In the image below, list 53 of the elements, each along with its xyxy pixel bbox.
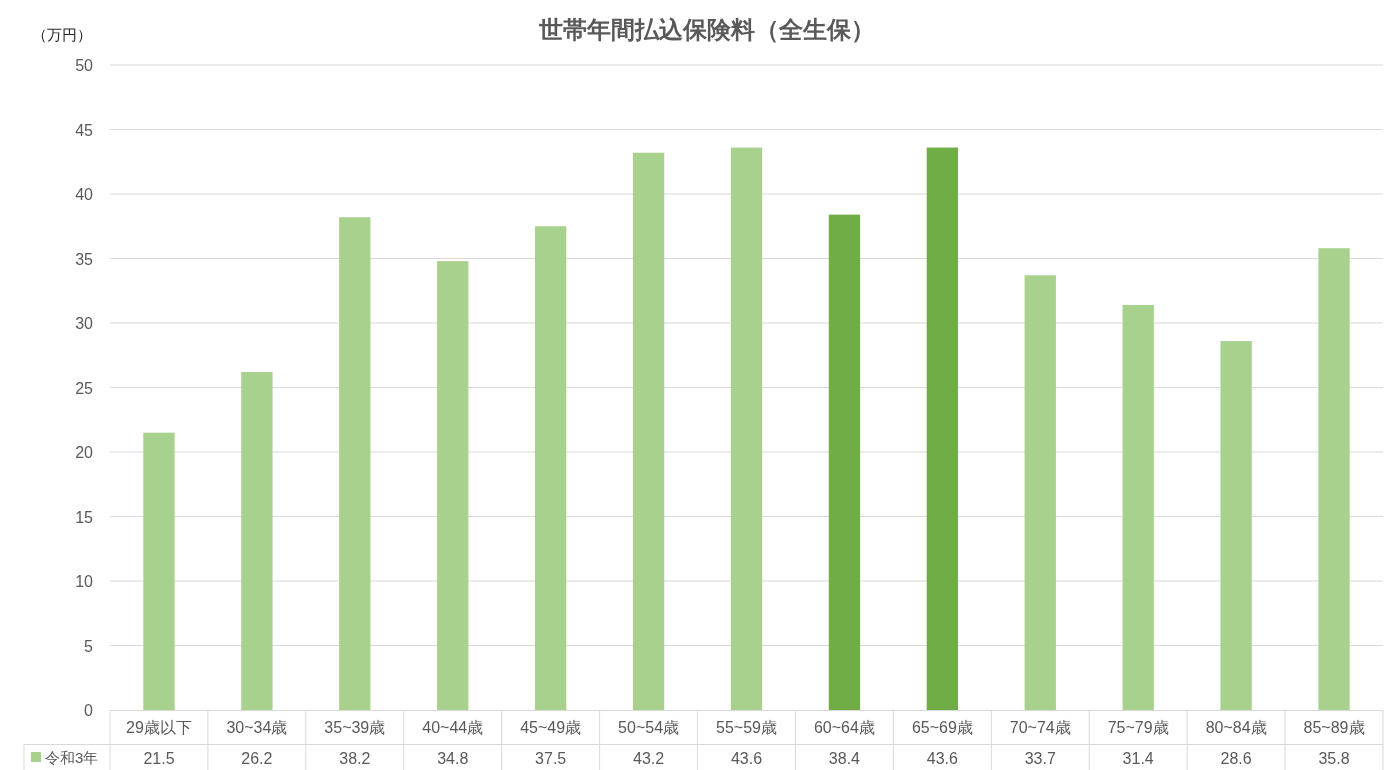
y-tick-label: 5 xyxy=(84,637,94,655)
data-label: 35.8 xyxy=(1318,750,1350,767)
y-tick-label: 45 xyxy=(75,121,94,139)
bar xyxy=(534,226,567,710)
chart-title: 世帯年間払込保険料（全生保） xyxy=(537,16,875,43)
x-tick-label: 40~44歳 xyxy=(422,719,484,736)
y-tick-label: 0 xyxy=(84,702,94,719)
y-tick-label: 10 xyxy=(75,573,94,590)
data-label: 21.5 xyxy=(143,750,175,767)
data-label: 37.5 xyxy=(535,750,567,767)
bar xyxy=(730,147,763,710)
bar xyxy=(437,261,469,710)
bar xyxy=(1122,304,1154,710)
legend-label: 令和3年 xyxy=(45,749,99,766)
data-label: 43.6 xyxy=(926,750,959,767)
bar xyxy=(632,152,665,710)
bar xyxy=(241,372,273,710)
y-tick-label: 35 xyxy=(75,250,94,268)
x-tick-label: 80~84歳 xyxy=(1205,719,1267,736)
data-label: 28.6 xyxy=(1220,750,1252,767)
data-label: 38.4 xyxy=(828,750,861,767)
bar xyxy=(1024,275,1056,710)
bar xyxy=(926,147,959,710)
x-tick-label: 85~89歳 xyxy=(1303,719,1365,736)
x-tick-label: 55~59歳 xyxy=(716,719,777,736)
data-label: 26.2 xyxy=(241,750,273,767)
x-tick-label: 30~34歳 xyxy=(226,719,288,736)
y-tick-label: 20 xyxy=(75,444,94,461)
data-label: 38.2 xyxy=(339,750,371,767)
y-tick-label: 50 xyxy=(75,57,94,74)
bar xyxy=(339,217,371,710)
data-label: 34.8 xyxy=(437,750,469,767)
y-tick-label: 40 xyxy=(75,186,94,203)
bar xyxy=(828,214,861,710)
y-tick-label: 25 xyxy=(75,379,94,397)
y-tick-label: 15 xyxy=(75,508,94,526)
x-tick-label: 65~69歳 xyxy=(911,719,973,736)
data-label: 43.2 xyxy=(633,750,665,767)
x-tick-label: 35~39歳 xyxy=(324,719,386,736)
x-tick-label: 50~54歳 xyxy=(618,719,680,736)
data-label: 33.7 xyxy=(1024,750,1056,767)
bar xyxy=(1220,341,1252,710)
x-tick-label: 70~74歳 xyxy=(1009,719,1071,736)
x-tick-label: 60~64歳 xyxy=(813,719,875,736)
bar xyxy=(143,432,175,710)
data-label: 31.4 xyxy=(1122,750,1154,767)
data-label: 43.6 xyxy=(730,750,763,767)
x-tick-label: 29歳以下 xyxy=(126,719,192,736)
y-tick-label: 30 xyxy=(75,315,94,332)
bar xyxy=(1318,248,1350,710)
x-tick-label: 45~49歳 xyxy=(520,719,582,736)
y-axis-title: （万円） xyxy=(32,26,92,43)
x-tick-label: 75~79歳 xyxy=(1107,719,1169,736)
